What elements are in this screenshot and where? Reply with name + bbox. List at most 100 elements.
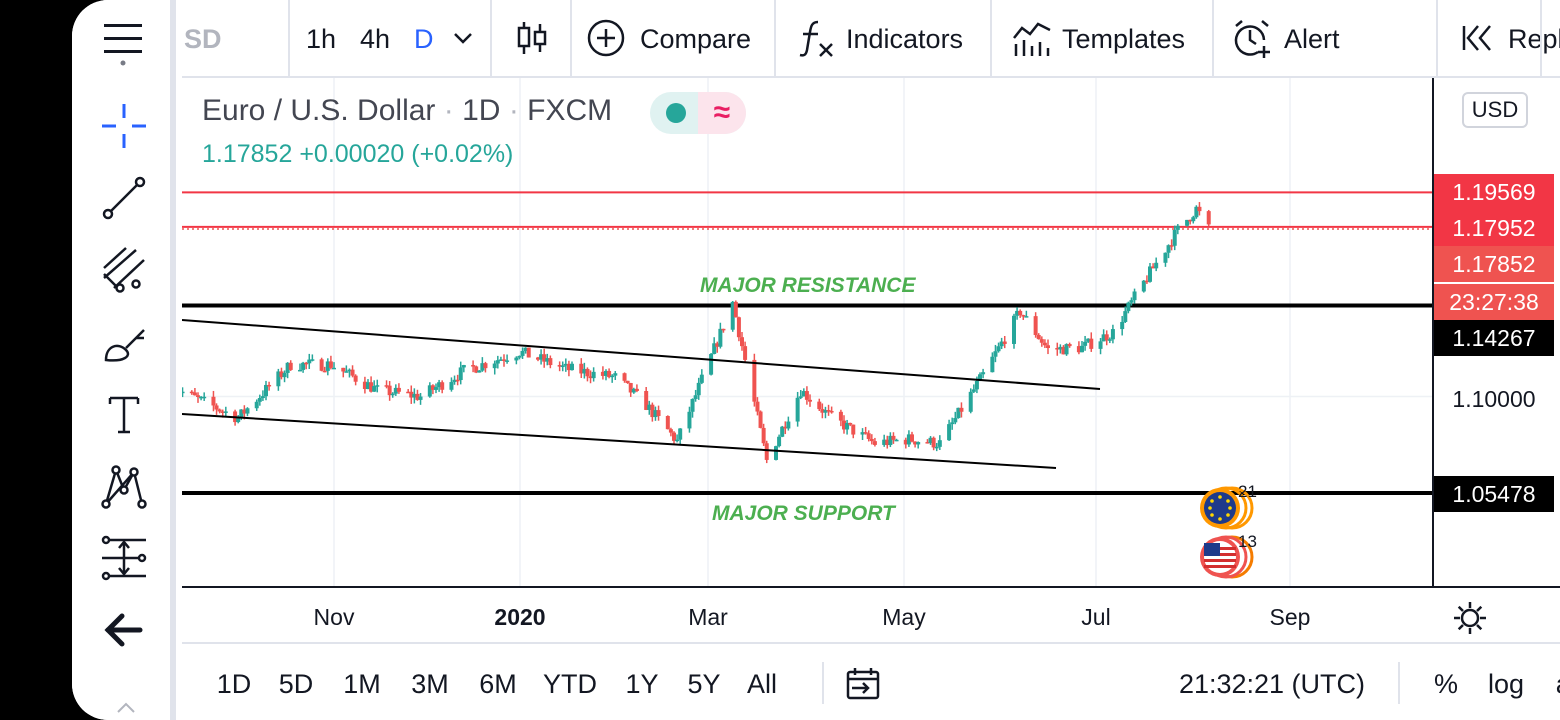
chart-legend-title[interactable]: Euro / U.S. Dollar · 1D · FXCM <box>202 94 612 128</box>
candle-down <box>440 382 445 390</box>
brush-icon[interactable] <box>94 312 154 372</box>
templates-button[interactable]: Templates <box>1062 24 1186 54</box>
candle-down <box>1061 346 1066 355</box>
bar-countdown-label: 23:27:38 <box>1434 284 1554 320</box>
time-tick-label: Sep <box>1269 604 1311 630</box>
text-tool-icon[interactable] <box>94 384 154 444</box>
pitchfork-icon[interactable] <box>94 240 154 300</box>
toolbar-divider <box>288 0 290 76</box>
compare-button[interactable]: Compare <box>640 24 752 54</box>
candle-up <box>956 407 961 419</box>
chart-settings-gear-icon[interactable] <box>1452 600 1488 636</box>
time-axis[interactable]: Nov 2020 Mar May Jul Sep <box>182 586 1560 642</box>
candle-down <box>1144 280 1149 283</box>
replay-rewind-icon[interactable] <box>1458 18 1498 58</box>
resistance-price-label[interactable]: 1.14267 <box>1434 320 1554 356</box>
currency-button[interactable]: USD <box>1462 92 1528 128</box>
candle-up <box>1175 225 1180 230</box>
chevron-down-icon[interactable] <box>448 18 478 58</box>
candle-up <box>301 362 306 370</box>
candle-up <box>202 396 207 399</box>
templates-icon[interactable] <box>1012 18 1052 58</box>
interval-4h-button[interactable]: 4h <box>360 24 391 54</box>
candle-up <box>693 395 698 400</box>
candle-down <box>579 363 584 374</box>
candle-up <box>582 368 587 374</box>
drawing-toolbar <box>72 0 176 720</box>
utc-clock-button[interactable]: 21:32:21 (UTC) <box>1178 669 1366 699</box>
symbol-interval: 1D <box>462 94 501 127</box>
candle-up <box>563 363 568 366</box>
candle-down <box>279 371 284 378</box>
alert-price-label-high[interactable]: 1.19569 <box>1434 174 1554 210</box>
candle-down <box>384 385 389 387</box>
candles-icon[interactable] <box>512 18 552 58</box>
range-ytd-button[interactable]: YTD <box>543 669 597 699</box>
tradingview-app: SD 1h 4h D Compare Indicators Templates … <box>72 0 1560 720</box>
log-scale-toggle[interactable]: log <box>1487 669 1525 699</box>
candle-down <box>341 367 346 372</box>
measure-icon[interactable] <box>94 528 154 588</box>
range-1d-button[interactable]: 1D <box>216 669 252 699</box>
candle-up <box>1185 219 1190 226</box>
alert-price-label-low[interactable]: 1.17952 <box>1434 210 1554 246</box>
range-1m-button[interactable]: 1M <box>343 669 381 699</box>
back-arrow-icon[interactable] <box>94 600 154 660</box>
candle-up <box>452 379 457 383</box>
candle-up <box>1098 341 1103 349</box>
interval-d-button[interactable]: D <box>414 24 434 54</box>
candle-up <box>523 347 528 351</box>
candle-down <box>1039 339 1044 343</box>
candle-up <box>730 301 735 330</box>
range-5y-button[interactable]: 5Y <box>687 669 721 699</box>
range-all-button[interactable]: All <box>746 669 778 699</box>
candle-down <box>362 381 367 390</box>
eu-event-marker[interactable]: 21 <box>1196 482 1260 530</box>
range-5d-button[interactable]: 5D <box>278 669 314 699</box>
compare-plus-icon[interactable] <box>586 18 626 58</box>
trend-line-icon[interactable] <box>94 168 154 228</box>
candle-up <box>675 439 680 442</box>
replay-button[interactable]: Replay <box>1508 24 1560 54</box>
candle-up <box>947 424 952 441</box>
candle-down <box>851 424 856 435</box>
alarm-clock-icon[interactable] <box>1232 18 1272 58</box>
market-status-pill[interactable]: ≈ <box>650 92 746 134</box>
candle-up <box>1058 346 1063 350</box>
fx-icon[interactable] <box>796 18 836 58</box>
toolbar-divider <box>1436 0 1438 76</box>
go-to-date-icon[interactable] <box>844 666 882 702</box>
support-price-label[interactable]: 1.05478 <box>1434 476 1554 512</box>
candle-up <box>276 371 281 387</box>
market-open-dot-icon <box>666 103 686 123</box>
indicators-button[interactable]: Indicators <box>846 24 964 54</box>
legend-separator: · <box>443 94 454 127</box>
range-3m-button[interactable]: 3M <box>411 669 449 699</box>
candle-down <box>242 409 247 414</box>
crosshair-icon[interactable] <box>94 96 154 156</box>
candle-up <box>366 382 370 390</box>
candle-up <box>1126 302 1131 312</box>
alert-button[interactable]: Alert <box>1284 24 1340 54</box>
auto-scale-toggle[interactable]: auto <box>1556 668 1560 700</box>
candle-down <box>733 301 738 318</box>
candle-up <box>1107 339 1112 341</box>
range-6m-button[interactable]: 6M <box>479 669 517 699</box>
price-chart[interactable] <box>182 78 1432 586</box>
collapse-chevron-icon[interactable] <box>116 698 136 718</box>
range-1y-button[interactable]: 1Y <box>625 669 659 699</box>
major-support-label[interactable]: MAJOR SUPPORT <box>712 502 895 525</box>
legend-separator: · <box>508 94 519 127</box>
percent-scale-toggle[interactable]: % <box>1433 669 1459 699</box>
candle-up <box>774 446 778 460</box>
menu-icon[interactable] <box>94 10 154 70</box>
us-event-marker[interactable]: 13 <box>1196 532 1260 580</box>
pattern-icon[interactable] <box>94 456 154 516</box>
candle-down <box>430 385 435 390</box>
major-resistance-label[interactable]: MAJOR RESISTANCE <box>700 274 916 297</box>
candle-up <box>1154 262 1159 269</box>
candle-up <box>974 380 979 390</box>
candle-up <box>696 382 701 396</box>
symbol-search-button[interactable]: SD <box>184 24 222 54</box>
interval-1h-button[interactable]: 1h <box>306 24 337 54</box>
